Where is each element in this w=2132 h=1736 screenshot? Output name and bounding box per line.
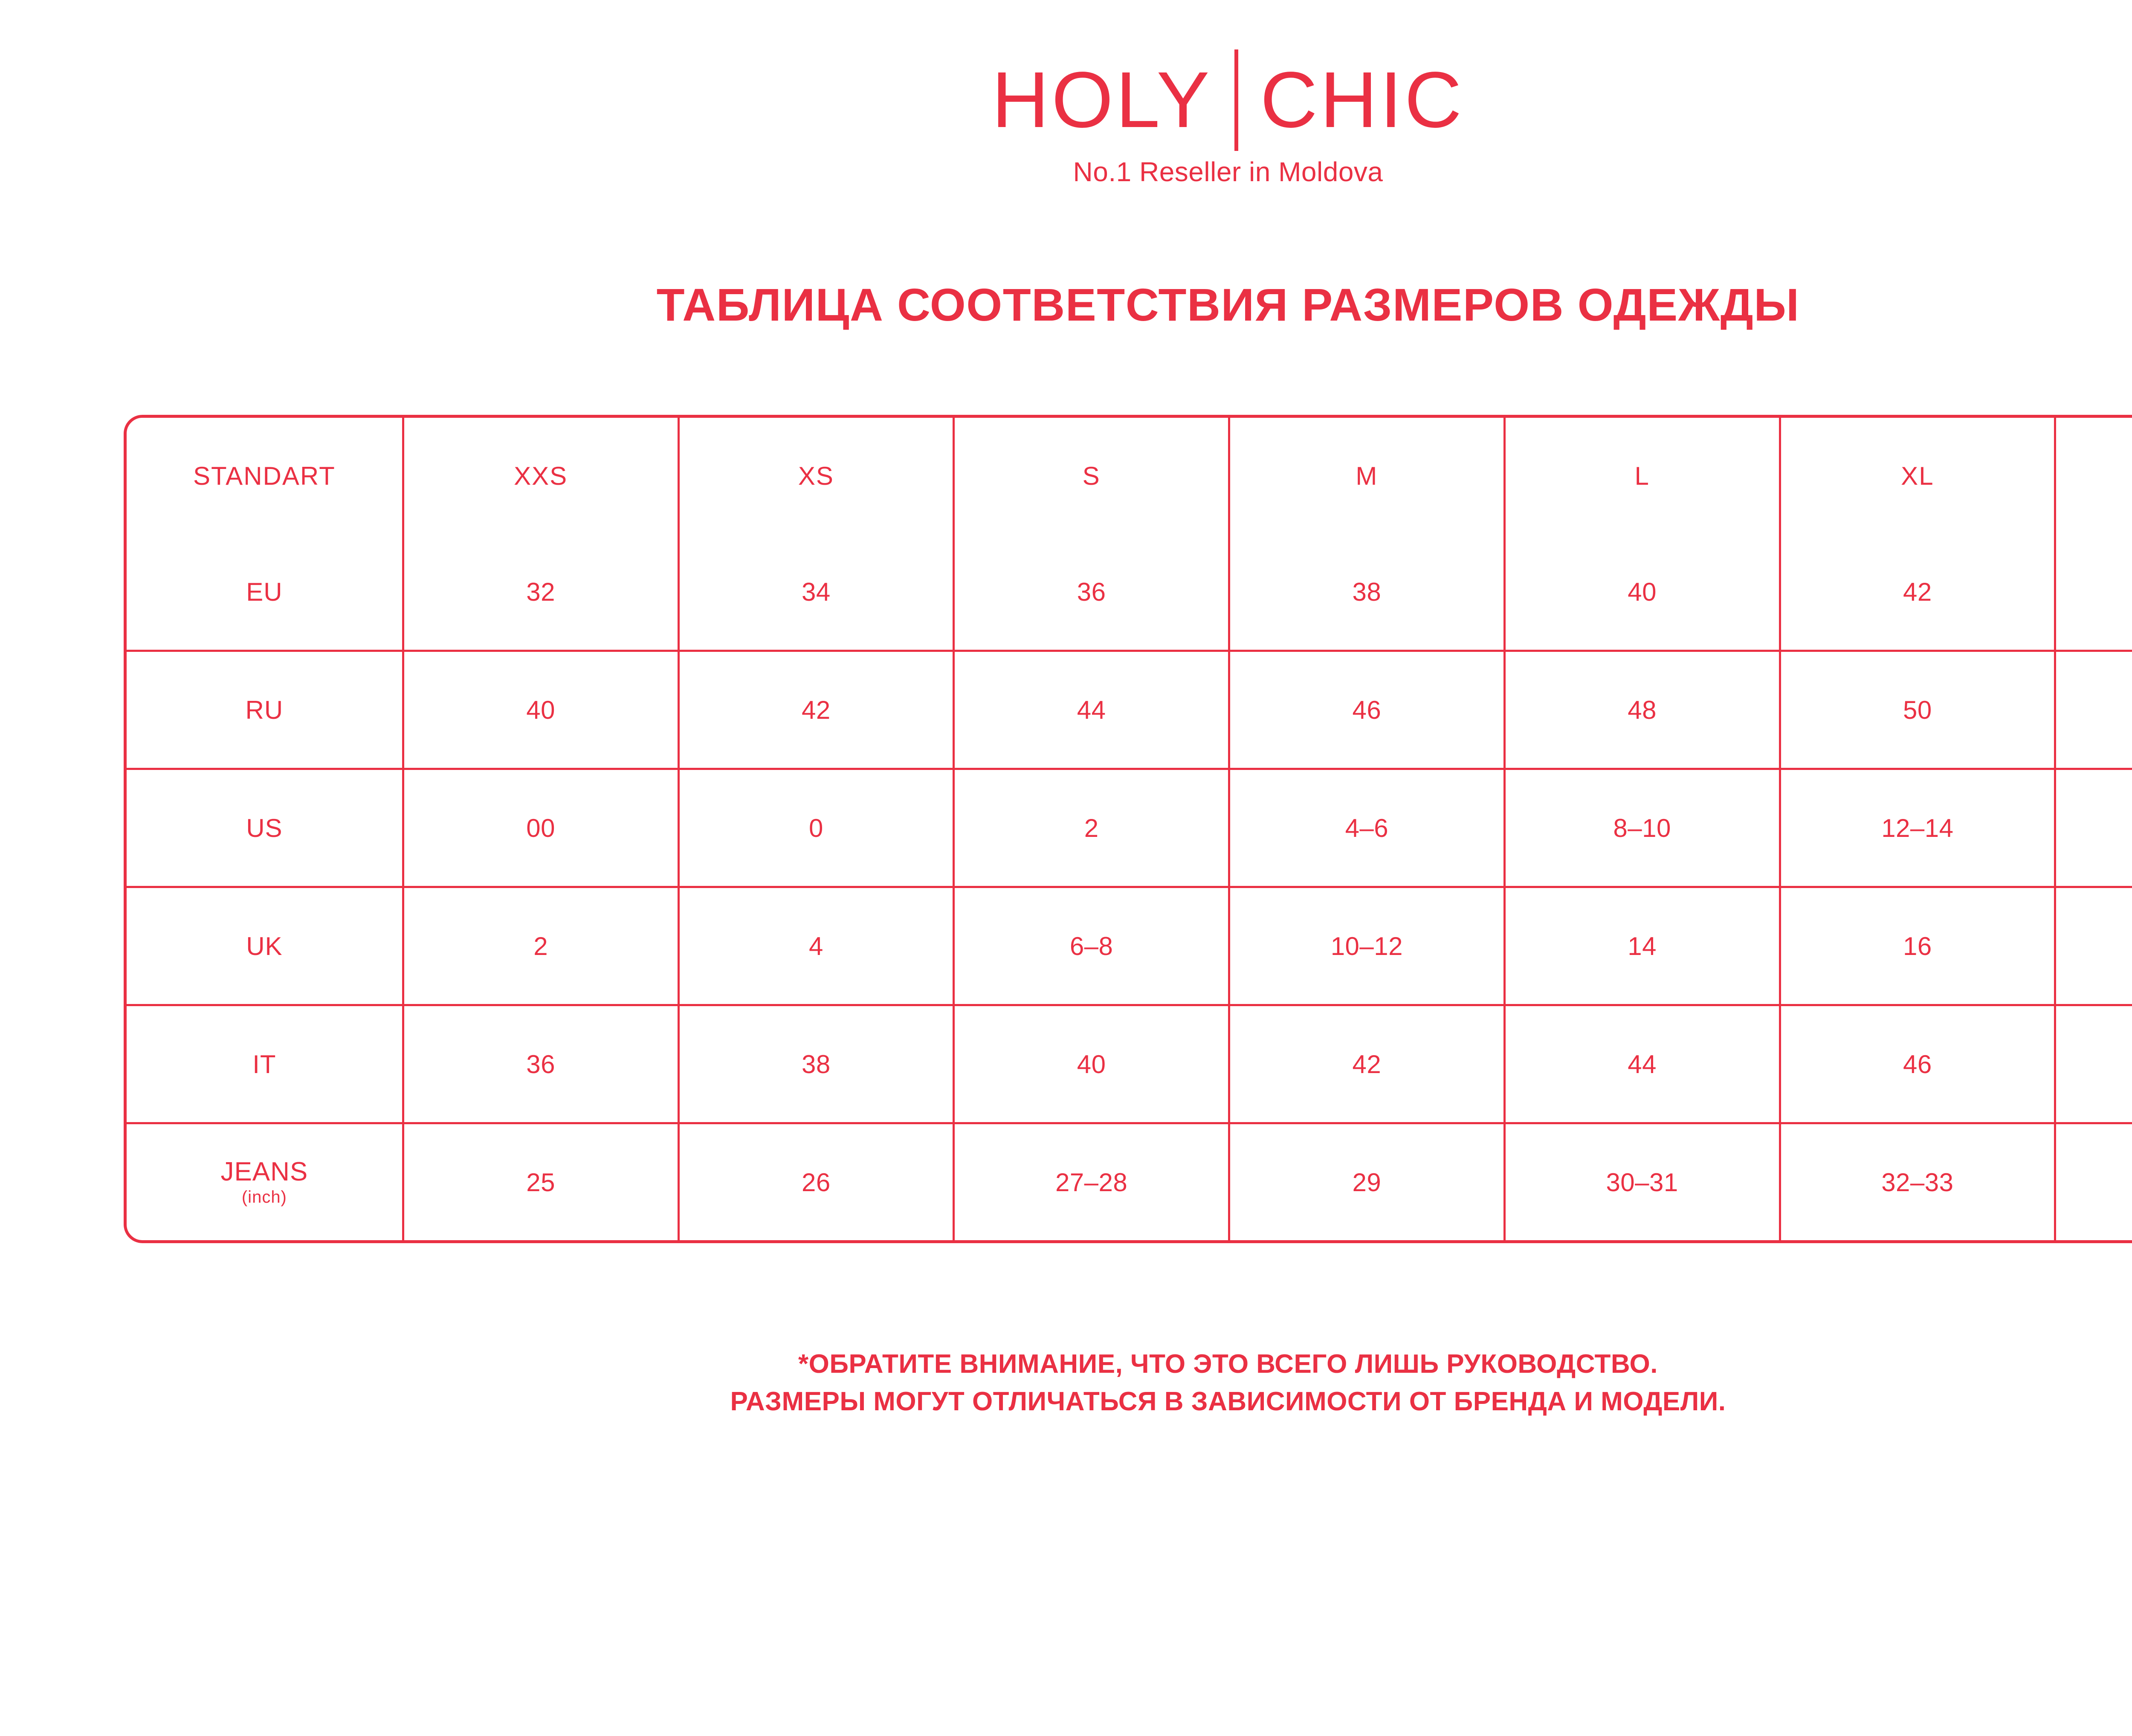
logo-word-holy: HOLY [991, 56, 1212, 144]
cell-ru-l: 48 [1503, 650, 1779, 768]
table-header-row: STANDART XXS XS S M L XL XXL [127, 418, 2132, 534]
cell-us-l: 8–10 [1503, 768, 1779, 886]
cell-jeans-m: 29 [1228, 1122, 1503, 1240]
cell-eu-xxs: 32 [402, 534, 678, 650]
cell-eu-l: 40 [1503, 534, 1779, 650]
table-row: US 00 0 2 4–6 8–10 12–14 16–18 [127, 768, 2132, 886]
row-label-jeans-text: JEANS [220, 1157, 308, 1186]
column-header-xxs: XXS [402, 418, 678, 534]
cell-it-l: 44 [1503, 1004, 1779, 1122]
table-row: EU 32 34 36 38 40 42 44 [127, 534, 2132, 650]
cell-jeans-xs: 26 [677, 1122, 953, 1240]
column-header-m: M [1228, 418, 1503, 534]
cell-uk-xxl: 18 [2054, 886, 2132, 1004]
column-header-xl: XL [1779, 418, 2054, 534]
cell-jeans-s: 27–28 [953, 1122, 1228, 1240]
table-row: UK 2 4 6–8 10–12 14 16 18 [127, 886, 2132, 1004]
page-title: ТАБЛИЦА СООТВЕТСТВИЯ РАЗМЕРОВ ОДЕЖДЫ [656, 279, 1800, 330]
column-header-xxl: XXL [2054, 418, 2132, 534]
column-header-xs: XS [677, 418, 953, 534]
column-header-s: S [953, 418, 1228, 534]
brand-tagline: No.1 Reseller in Moldova [1073, 156, 1383, 187]
row-label-it: IT [127, 1004, 402, 1122]
row-label-uk: UK [127, 886, 402, 1004]
cell-it-xl: 46 [1779, 1004, 2054, 1122]
logo-divider-icon [1234, 49, 1238, 151]
cell-jeans-xl: 32–33 [1779, 1122, 2054, 1240]
cell-uk-s: 6–8 [953, 886, 1228, 1004]
row-label-jeans-unit: (inch) [241, 1188, 287, 1207]
cell-it-s: 40 [953, 1004, 1228, 1122]
cell-jeans-xxs: 25 [402, 1122, 678, 1240]
cell-uk-xs: 4 [677, 886, 953, 1004]
cell-jeans-l: 30–31 [1503, 1122, 1779, 1240]
cell-uk-xxs: 2 [402, 886, 678, 1004]
row-label-jeans: JEANS (inch) [127, 1122, 402, 1240]
row-label-ru: RU [127, 650, 402, 768]
size-conversion-table: STANDART XXS XS S M L XL XXL EU 32 34 36… [124, 415, 2132, 1243]
cell-ru-xxl: 52 [2054, 650, 2132, 768]
logo: HOLY CHIC [0, 49, 2132, 151]
cell-it-xxl: 48 [2054, 1004, 2132, 1122]
table-row: IT 36 38 40 42 44 46 48 [127, 1004, 2132, 1122]
cell-ru-m: 46 [1228, 650, 1503, 768]
footnote-line-2: РАЗМЕРЫ МОГУТ ОТЛИЧАТЬСЯ В ЗАВИСИМОСТИ О… [730, 1387, 1726, 1417]
brand-header: HOLY CHIC No.1 Reseller in Moldova [0, 0, 2132, 188]
cell-eu-m: 38 [1228, 534, 1503, 650]
cell-us-xs: 0 [677, 768, 953, 886]
column-header-l: L [1503, 418, 1779, 534]
cell-ru-xs: 42 [677, 650, 953, 768]
cell-ru-s: 44 [953, 650, 1228, 768]
cell-us-xxl: 16–18 [2054, 768, 2132, 886]
cell-uk-l: 14 [1503, 886, 1779, 1004]
cell-us-s: 2 [953, 768, 1228, 886]
cell-it-xxs: 36 [402, 1004, 678, 1122]
cell-us-m: 4–6 [1228, 768, 1503, 886]
cell-it-m: 42 [1228, 1004, 1503, 1122]
footnote-line-1: *ОБРАТИТЕ ВНИМАНИЕ, ЧТО ЭТО ВСЕГО ЛИШЬ Р… [798, 1349, 1658, 1379]
cell-uk-xl: 16 [1779, 886, 2054, 1004]
cell-ru-xl: 50 [1779, 650, 2054, 768]
column-header-standart: STANDART [193, 461, 336, 490]
footnote: *ОБРАТИТЕ ВНИМАНИЕ, ЧТО ЭТО ВСЕГО ЛИШЬ Р… [0, 1345, 2132, 1421]
cell-eu-xxl: 44 [2054, 534, 2132, 650]
size-table-container: STANDART XXS XS S M L XL XXL EU 32 34 36… [124, 415, 2132, 1243]
table-row: RU 40 42 44 46 48 50 52 [127, 650, 2132, 768]
cell-us-xxs: 00 [402, 768, 678, 886]
cell-jeans-xxl: 34 [2054, 1122, 2132, 1240]
row-label-eu: EU [246, 577, 283, 606]
cell-eu-s: 36 [953, 534, 1228, 650]
cell-uk-m: 10–12 [1228, 886, 1503, 1004]
cell-eu-xl: 42 [1779, 534, 2054, 650]
cell-eu-xs: 34 [677, 534, 953, 650]
row-label-us: US [127, 768, 402, 886]
cell-ru-xxs: 40 [402, 650, 678, 768]
logo-word-chic: CHIC [1260, 56, 1465, 144]
table-row: JEANS (inch) 25 26 27–28 29 30–31 32–33 … [127, 1122, 2132, 1240]
cell-us-xl: 12–14 [1779, 768, 2054, 886]
cell-it-xs: 38 [677, 1004, 953, 1122]
